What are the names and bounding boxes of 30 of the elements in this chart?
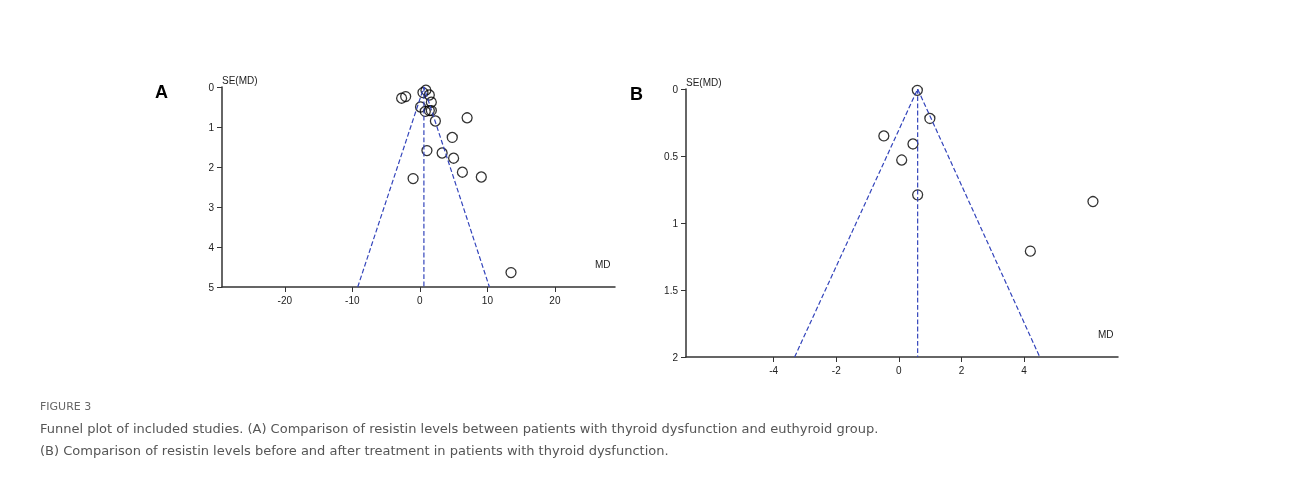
- x-tick-label: 0: [417, 294, 424, 306]
- y-tick-label: 1.5: [664, 284, 679, 296]
- chart-title: A: [155, 82, 168, 102]
- y-tick-label: 0: [208, 81, 215, 93]
- x-tick-label: 20: [549, 294, 561, 306]
- caption: FIGURE 3: [40, 399, 93, 415]
- y-axis-title: SE(MD): [222, 74, 258, 86]
- x-tick-label: -10: [345, 294, 360, 306]
- x-tick-label: -20: [277, 294, 293, 306]
- x-tick-label: -2: [831, 364, 842, 376]
- x-tick-label: 0: [896, 364, 903, 376]
- chart-title: B: [630, 84, 643, 104]
- y-tick-label: 2: [672, 351, 679, 363]
- y-tick-label: 5: [208, 281, 215, 293]
- y-axis-title: SE(MD): [686, 76, 722, 88]
- y-tick-label: 3: [208, 201, 215, 213]
- y-tick-label: 4: [208, 241, 215, 253]
- y-tick-label: 0.5: [664, 150, 679, 162]
- x-tick-label: 10: [481, 294, 494, 306]
- y-tick-label: 1: [208, 121, 215, 133]
- x-tick-label: 2: [958, 364, 965, 376]
- x-tick-label: -4: [769, 364, 779, 376]
- y-tick-label: 0: [672, 83, 679, 95]
- y-tick-label: 1: [672, 217, 679, 229]
- text: Funnel plot of included studies. (A) Comparison of resistin levels between patients with thyroid dysfunction and euthyroid group.: [40, 420, 879, 438]
- x-axis-title: MD: [1098, 328, 1114, 340]
- y-tick-label: 2: [208, 161, 215, 173]
- text: (B) Comparison of resistin levels before and after treatment in patients with thyroid dysfunction.: [40, 442, 670, 460]
- x-tick-label: 4: [1021, 364, 1028, 376]
- x-axis-title: MD: [595, 258, 611, 270]
